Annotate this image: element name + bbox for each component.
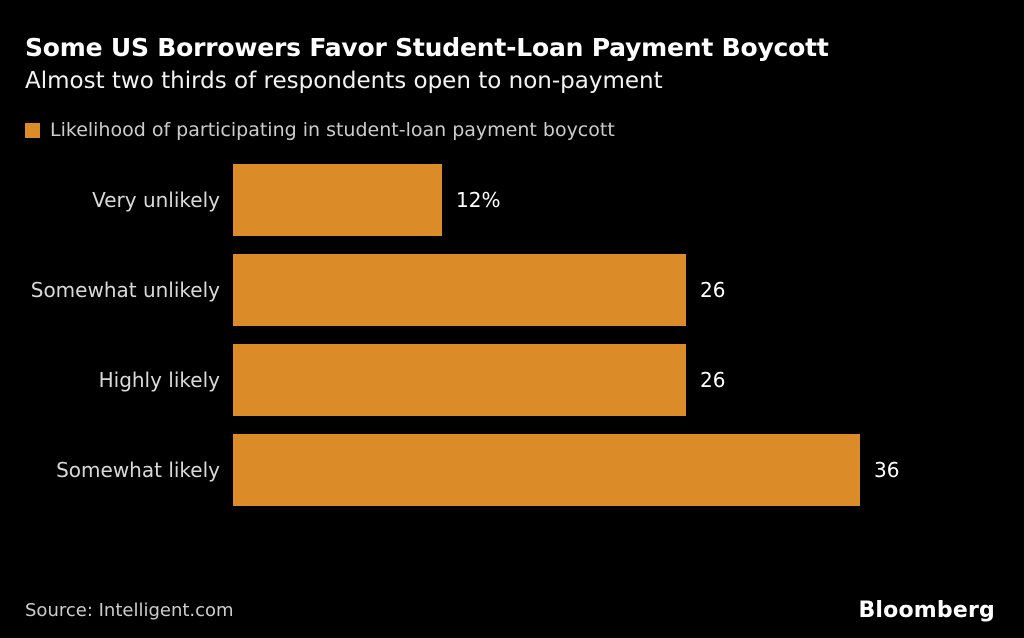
bar	[233, 254, 686, 326]
bar-chart: Very unlikely 12% Somewhat unlikely 26 Highl…	[0, 164, 1024, 506]
category-label: Very unlikely	[92, 188, 220, 212]
bar	[233, 344, 686, 416]
source-credit: Source: Intelligent.com	[25, 600, 234, 621]
legend-swatch-icon	[25, 122, 40, 138]
value-label: 12%	[456, 188, 501, 212]
value-label: 26	[700, 278, 726, 302]
bar	[233, 164, 442, 236]
category-label: Highly likely	[98, 368, 220, 392]
category-label: Somewhat unlikely	[30, 278, 220, 302]
chart-row: Very unlikely 12%	[0, 164, 1024, 236]
legend-label: Likelihood of participating in student-l…	[50, 119, 615, 141]
chart-row: Highly likely 26	[0, 344, 1024, 416]
value-label: 36	[874, 458, 900, 482]
chart-row: Somewhat unlikely 26	[0, 254, 1024, 326]
category-label: Somewhat likely	[56, 458, 220, 482]
bar-area: 26	[233, 344, 1024, 416]
bloomberg-logo: Bloomberg	[858, 598, 995, 623]
bar-area: 12%	[233, 164, 1024, 236]
bar-area: 26	[233, 254, 1024, 326]
bar-area: 36	[233, 434, 1024, 506]
bar	[233, 434, 860, 506]
chart-subtitle: Almost two thirds of respondents open to…	[25, 68, 663, 94]
value-label: 26	[700, 368, 726, 392]
chart-title: Some US Borrowers Favor Student-Loan Pay…	[25, 33, 829, 62]
chart-row: Somewhat likely 36	[0, 434, 1024, 506]
legend: Likelihood of participating in student-l…	[25, 119, 615, 141]
